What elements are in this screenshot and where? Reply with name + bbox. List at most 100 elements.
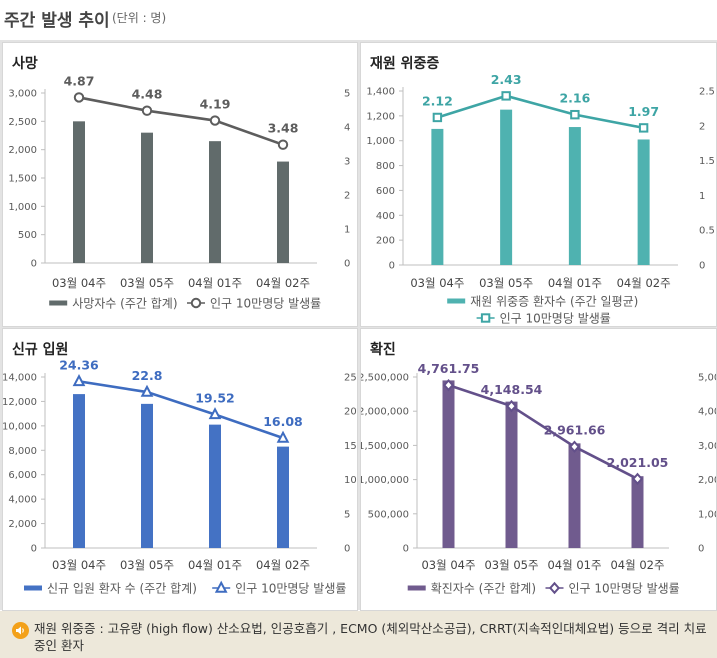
y-left-tick-label: 500	[18, 230, 37, 241]
rate-line	[78, 96, 284, 146]
y-left-tick-label: 6,000	[8, 470, 37, 481]
y-right-tick-label: 4	[344, 123, 350, 134]
legend-line-label: 인구 10만명당 발생률	[569, 582, 680, 596]
chart-svg-confirmed: 0 500,000 1,000,000 1,500,000 2,000,000 2,500…	[361, 361, 716, 596]
y-right-tick-label: 3,000	[698, 441, 716, 452]
y-left-tick-label: 600	[376, 186, 395, 197]
legend-line-label: 인구 10만명당 발생률	[235, 582, 346, 596]
legend-line-marker	[548, 581, 561, 595]
legend-line-label: 인구 10만명당 발생률	[500, 312, 611, 326]
rate-data-label: 4.87	[64, 73, 95, 88]
bar	[631, 476, 644, 548]
chart-title: 신규 입원	[12, 342, 69, 358]
x-tick-label: 03월 04주	[52, 276, 106, 290]
footnote-text: 재원 위중증 : 고유량 (high flow) 산소요법, 인공호흡기 , E…	[34, 621, 707, 653]
rate-marker	[570, 109, 580, 120]
y-right-tick-label: 4,000	[698, 407, 716, 418]
bar	[141, 132, 153, 263]
bar	[442, 380, 455, 548]
bar	[277, 446, 289, 548]
bar	[277, 161, 289, 263]
y-left-tick-label: 1,500	[8, 174, 37, 185]
rate-marker	[73, 92, 85, 103]
y-right-tick-label: 2.5	[699, 87, 715, 98]
rate-marker	[276, 430, 290, 443]
x-tick-label: 04월 01주	[188, 276, 242, 290]
x-tick-label: 03월 04주	[421, 558, 475, 572]
y-right-tick-label: 1.5	[699, 156, 715, 167]
y-right-tick-label: 15	[344, 441, 357, 452]
page-header: 주간 발생 추이 (단위 : 명)	[0, 0, 717, 40]
chart-title: 확진	[370, 342, 396, 358]
page-title: 주간 발생 추이	[4, 11, 110, 31]
bar	[505, 401, 518, 548]
chart-title: 사망	[12, 56, 38, 72]
legend-bar-swatch	[49, 300, 68, 306]
legend-bar-swatch	[24, 585, 42, 591]
rate-data-label: 3.48	[268, 121, 299, 136]
y-right-tick-label: 5	[344, 509, 350, 520]
y-left-tick-label: 1,000	[366, 136, 395, 147]
rate-marker	[568, 440, 581, 453]
legend-line-marker	[480, 313, 491, 323]
legend-bar-label: 사망자수 (주간 합계)	[72, 297, 177, 311]
rate-data-label: 22.8	[132, 368, 163, 383]
y-left-tick-label: 400	[376, 211, 395, 222]
chart-svg-severe: 0 200 400 600 800 1,000 1,200 1,400 0 0.5 1 1.5 2 2.5…	[366, 72, 715, 326]
y-right-tick-label: 10	[344, 475, 357, 486]
y-left-tick-label: 1,000,000	[361, 475, 409, 486]
rate-data-label: 2,021.05	[607, 455, 669, 470]
y-right-tick-label: 3	[344, 157, 350, 168]
rate-data-label: 19.52	[195, 390, 235, 405]
rate-line	[436, 94, 644, 130]
x-tick-label: 04월 01주	[548, 276, 602, 290]
y-right-tick-label: 20	[344, 407, 357, 418]
y-left-tick-label: 2,000	[8, 519, 37, 530]
rate-marker	[141, 105, 153, 116]
rate-marker	[638, 123, 649, 133]
x-tick-label: 04월 01주	[547, 558, 601, 572]
rate-data-label: 4.48	[132, 87, 163, 102]
x-tick-label: 03월 04주	[52, 558, 106, 572]
rate-marker	[442, 378, 455, 392]
rate-data-label: 16.08	[263, 414, 303, 429]
y-left-tick-label: 2,000,000	[361, 407, 409, 418]
chart-panel-severe: 재원 위중증 0 200 400 600 800 1,000 1,200 1,400 0 0.5 1…	[360, 42, 717, 327]
y-right-tick-label: 1	[344, 225, 350, 236]
speaker-icon	[12, 622, 29, 639]
bar	[431, 128, 444, 265]
bar	[209, 424, 221, 548]
rate-data-label: 2,961.66	[544, 423, 606, 438]
chart-panel-confirmed: 확진 0 500,000 1,000,000 1,500,000 2,000,000 2,…	[360, 328, 717, 611]
legend-bar-swatch	[407, 585, 426, 591]
bar	[568, 127, 581, 266]
rate-data-label: 2.16	[559, 91, 590, 106]
y-left-tick-label: 200	[376, 236, 395, 247]
rate-data-label: 24.36	[59, 357, 99, 372]
y-left-tick-label: 2,500,000	[361, 373, 409, 384]
y-right-tick-label: 25	[344, 373, 357, 384]
x-tick-label: 03월 05주	[479, 276, 533, 290]
x-tick-label: 04월 02주	[610, 558, 664, 572]
rate-marker	[209, 115, 221, 126]
bar	[500, 109, 513, 266]
y-left-tick-label: 0	[389, 261, 395, 272]
x-tick-label: 04월 02주	[256, 276, 310, 290]
y-right-tick-label: 1,000	[698, 509, 716, 520]
y-left-tick-label: 1,000	[8, 202, 37, 213]
y-left-tick-label: 0	[403, 544, 409, 555]
legend-bar-label: 확진자수 (주간 합계)	[431, 582, 536, 596]
legend-line-marker	[190, 297, 202, 309]
legend-line-label: 인구 10만명당 발생률	[210, 297, 321, 311]
y-left-tick-label: 0	[31, 259, 37, 270]
y-right-tick-label: 2	[344, 191, 350, 202]
y-left-tick-label: 2,500	[8, 117, 37, 128]
y-left-tick-label: 800	[376, 161, 395, 172]
footnote: 재원 위중증 : 고유량 (high flow) 산소요법, 인공호흡기 , E…	[0, 611, 717, 658]
y-right-tick-label: 5	[344, 89, 350, 100]
legend-bar-label: 신규 입원 환자 수 (주간 합계)	[47, 582, 197, 596]
y-right-tick-label: 0	[698, 544, 704, 555]
y-right-tick-label: 0	[344, 544, 350, 555]
y-left-tick-label: 8,000	[8, 446, 37, 457]
y-left-tick-label: 2,000	[8, 145, 37, 156]
